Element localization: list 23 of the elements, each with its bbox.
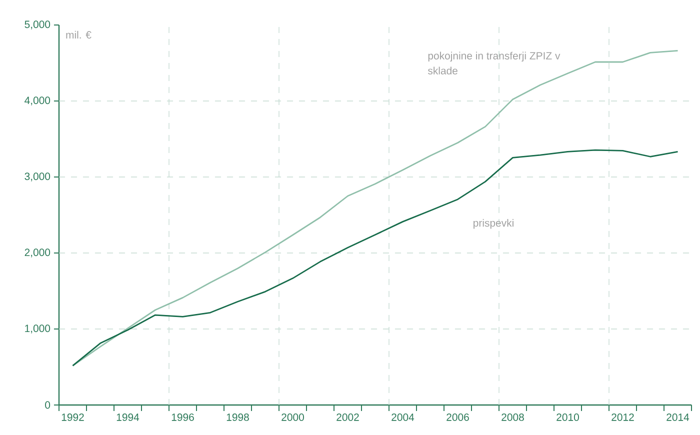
- y-axis-title: mil. €: [66, 30, 92, 39]
- x-tick-label: 1994: [116, 414, 140, 421]
- y-tick-label: 4,000: [24, 96, 50, 106]
- y-tick-label: 1,000: [25, 324, 50, 334]
- x-tick-label: 2010: [556, 414, 579, 421]
- x-tick-label: 2002: [336, 414, 359, 421]
- y-tick-label: 0: [45, 401, 50, 409]
- x-tick-label: 1998: [226, 414, 249, 421]
- x-tick-label: 2012: [612, 414, 634, 421]
- x-tick-label: 2008: [502, 414, 524, 421]
- y-tick-label: 2,000: [24, 248, 50, 258]
- x-tick-label: 2014: [666, 414, 690, 421]
- line-series: [72, 50, 678, 366]
- y-tick-label: 5,000: [24, 20, 50, 30]
- y-tick-label: 3,000: [24, 172, 50, 182]
- x-tick-label: 1996: [172, 414, 194, 421]
- x-tick-label: 2004: [392, 414, 414, 421]
- series-label: pokojnine in transferji ZPIZ v sklade: [428, 52, 560, 74]
- line-series: [72, 149, 678, 366]
- text: prispevki: [474, 219, 514, 229]
- x-tick-label: 2000: [282, 414, 304, 421]
- x-tick-label: 2006: [446, 414, 469, 421]
- x-tick-label: 1992: [62, 414, 84, 421]
